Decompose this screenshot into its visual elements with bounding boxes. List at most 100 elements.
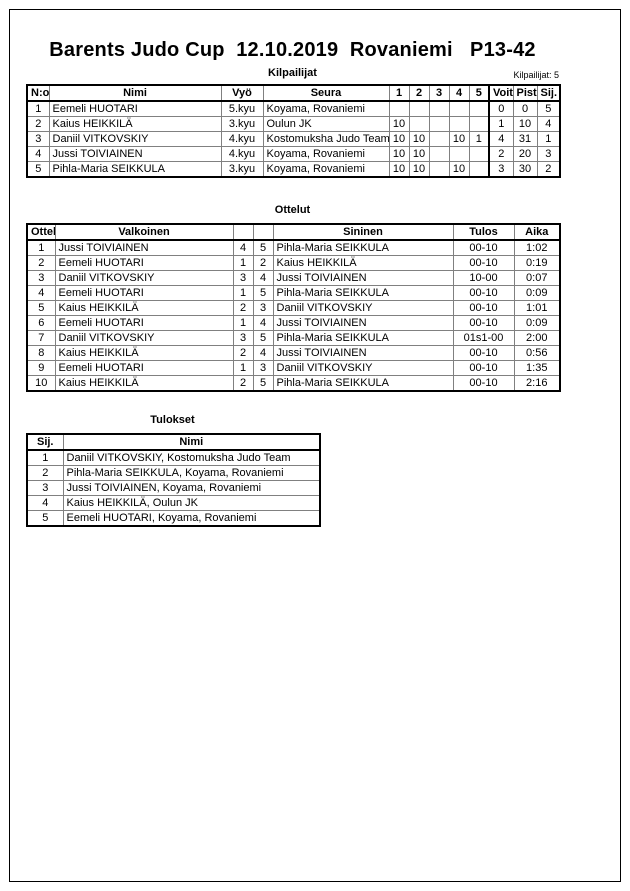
table-row: 4 Jussi TOIVIAINEN 4.kyu Koyama, Rovanie… — [26, 146, 561, 162]
cell-score-3 — [428, 161, 450, 178]
column-header-wins: Voit. — [488, 84, 514, 102]
results-heading: Tulokset — [150, 414, 195, 427]
cell-rank: 5 — [536, 100, 561, 117]
competitors-body: 1 Eemeli HUOTARI 5.kyu Koyama, Rovaniemi… — [26, 100, 561, 178]
cell-score-5 — [468, 100, 490, 117]
cell-result: 10-00 — [452, 270, 515, 287]
cell-match-no: 1 — [26, 239, 56, 257]
column-header-white: Valkoinen — [54, 223, 234, 242]
matches-body: 1 Jussi TOIVIAINEN 4 5 Pihla-Maria SEIKK… — [26, 239, 561, 392]
cell-time: 1:01 — [513, 300, 561, 317]
cell-score-3 — [428, 131, 450, 147]
cell-result: 01s1-00 — [452, 330, 515, 347]
cell-white-no: 3 — [232, 330, 254, 347]
competitors-heading: Kilpailijat — [268, 67, 317, 79]
cell-score-5 — [468, 116, 490, 132]
cell-result: 00-10 — [452, 315, 515, 332]
cell-rank: 2 — [26, 465, 64, 482]
cell-result: 00-10 — [452, 360, 515, 377]
table-row: 5 Pihla-Maria SEIKKULA 3.kyu Koyama, Rov… — [26, 161, 561, 178]
cell-score-3 — [428, 100, 450, 117]
table-row: 3 Jussi TOIVIAINEN, Koyama, Rovaniemi — [26, 480, 321, 497]
column-header-rank: Sij. — [536, 84, 561, 102]
cell-white-no: 1 — [232, 315, 254, 332]
table-row: 8 Kaius HEIKKILÄ 2 4 Jussi TOIVIAINEN 00… — [26, 345, 561, 362]
table-row: 5 Eemeli HUOTARI, Koyama, Rovaniemi — [26, 510, 321, 527]
column-header-club: Seura — [262, 84, 390, 102]
cell-time: 1:35 — [513, 360, 561, 377]
cell-result: 00-10 — [452, 300, 515, 317]
cell-white-no: 2 — [232, 300, 254, 317]
cell-wins: 1 — [488, 116, 514, 132]
cell-match-no: 5 — [26, 300, 56, 317]
cell-white: Eemeli HUOTARI — [54, 255, 234, 272]
column-header-no: N:o — [26, 84, 50, 102]
table-row: 2 Eemeli HUOTARI 1 2 Kaius HEIKKILÄ 00-1… — [26, 255, 561, 272]
cell-white-no: 2 — [232, 375, 254, 392]
cell-name: Kaius HEIKKILÄ — [48, 116, 222, 132]
table-row: 1 Jussi TOIVIAINEN 4 5 Pihla-Maria SEIKK… — [26, 239, 561, 257]
cell-rank: 3 — [26, 480, 64, 497]
cell-white: Daniil VITKOVSKIY — [54, 330, 234, 347]
cell-blue: Daniil VITKOVSKIY — [272, 300, 454, 317]
cell-wins: 0 — [488, 100, 514, 117]
cell-no: 1 — [26, 100, 50, 117]
cell-name: Eemeli HUOTARI, Koyama, Rovaniemi — [62, 510, 321, 527]
table-row: 1 Daniil VITKOVSKIY, Kostomuksha Judo Te… — [26, 449, 321, 467]
cell-belt: 4.kyu — [220, 131, 264, 147]
column-header-result: Tulos — [452, 223, 515, 242]
cell-white: Jussi TOIVIAINEN — [54, 239, 234, 257]
cell-rank: 1 — [536, 131, 561, 147]
table-row: 6 Eemeli HUOTARI 1 4 Jussi TOIVIAINEN 00… — [26, 315, 561, 332]
cell-club: Koyama, Rovaniemi — [262, 146, 390, 162]
cell-score-2: 10 — [408, 161, 430, 178]
matches-heading: Ottelut — [274, 204, 311, 216]
column-header-match-3: 3 — [428, 84, 450, 102]
page-content: Barents Judo Cup 12.10.2019 Rovaniemi P1… — [26, 0, 561, 528]
cell-score-1: 10 — [388, 116, 410, 132]
cell-result: 00-10 — [452, 345, 515, 362]
cell-club: Koyama, Rovaniemi — [262, 161, 390, 178]
cell-blue: Daniil VITKOVSKIY — [272, 360, 454, 377]
cell-blue: Jussi TOIVIAINEN — [272, 270, 454, 287]
table-row: 4 Eemeli HUOTARI 1 5 Pihla-Maria SEIKKUL… — [26, 285, 561, 302]
cell-score-3 — [428, 146, 450, 162]
table-row: 2 Kaius HEIKKILÄ 3.kyu Oulun JK 10 1 10 … — [26, 116, 561, 132]
cell-score-1: 10 — [388, 146, 410, 162]
cell-score-1 — [388, 100, 410, 117]
column-header-belt: Vyö — [220, 84, 264, 102]
cell-score-2: 10 — [408, 146, 430, 162]
cell-score-2: 10 — [408, 131, 430, 147]
cell-points: 30 — [512, 161, 538, 178]
cell-blue-no: 4 — [252, 315, 274, 332]
cell-rank: 3 — [536, 146, 561, 162]
column-header-match-no: Ottelu — [26, 223, 56, 242]
competitors-heading-row: Kilpailijat Kilpailijat: 5 — [26, 67, 559, 84]
cell-score-4: 10 — [448, 131, 470, 147]
cell-blue: Pihla-Maria SEIKKULA — [272, 239, 454, 257]
cell-rank: 4 — [536, 116, 561, 132]
cell-points: 0 — [512, 100, 538, 117]
cell-club: Koyama, Rovaniemi — [262, 100, 390, 117]
cell-score-2 — [408, 100, 430, 117]
cell-match-no: 8 — [26, 345, 56, 362]
cell-white: Kaius HEIKKILÄ — [54, 375, 234, 392]
cell-belt: 5.kyu — [220, 100, 264, 117]
cell-score-1: 10 — [388, 131, 410, 147]
column-header-blue-no — [252, 223, 274, 242]
cell-name: Eemeli HUOTARI — [48, 100, 222, 117]
cell-result: 00-10 — [452, 285, 515, 302]
cell-white-no: 1 — [232, 255, 254, 272]
cell-white-no: 3 — [232, 270, 254, 287]
cell-wins: 2 — [488, 146, 514, 162]
cell-time: 2:16 — [513, 375, 561, 392]
cell-match-no: 9 — [26, 360, 56, 377]
cell-white: Daniil VITKOVSKIY — [54, 270, 234, 287]
competitors-count: Kilpailijat: 5 — [513, 70, 559, 80]
cell-match-no: 7 — [26, 330, 56, 347]
cell-match-no: 10 — [26, 375, 56, 392]
matches-table: Ottelu Valkoinen Sininen Tulos Aika 1 Ju… — [26, 223, 561, 393]
column-header-white-no — [232, 223, 254, 242]
cell-club: Oulun JK — [262, 116, 390, 132]
cell-white: Kaius HEIKKILÄ — [54, 300, 234, 317]
